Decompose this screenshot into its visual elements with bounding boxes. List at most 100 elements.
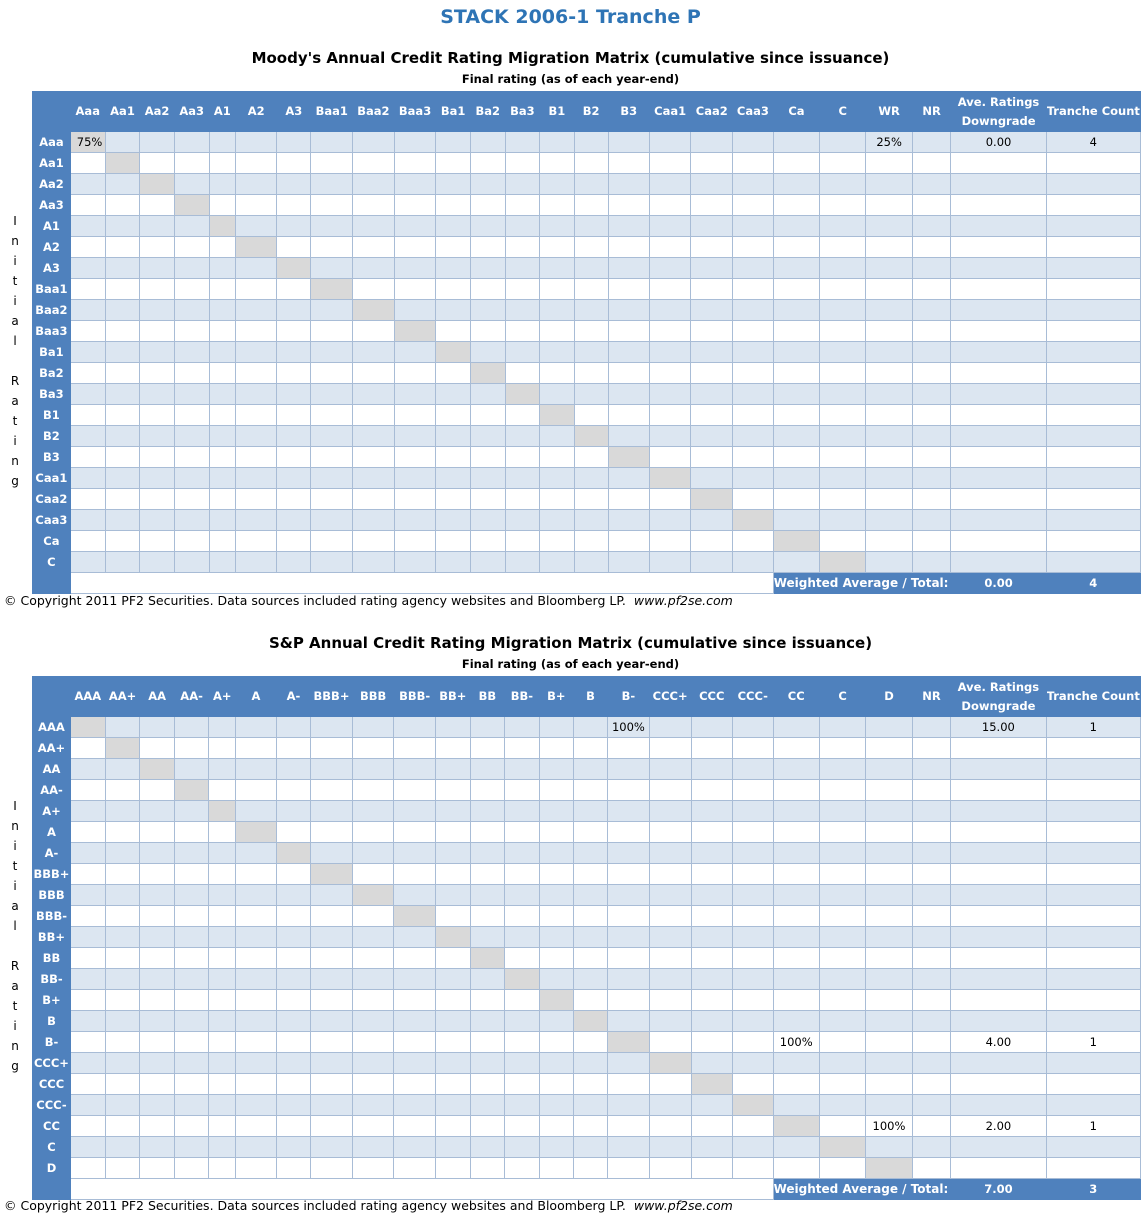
ave-downgrade-cell: [950, 446, 1047, 468]
diagonal-cell: [865, 1157, 913, 1179]
migration-cell: [607, 842, 650, 864]
matrix-row: BBB-: [32, 905, 1141, 927]
migration-cell: [731, 926, 774, 948]
migration-cell: [173, 299, 210, 321]
ave-downgrade-cell: [950, 758, 1047, 780]
tranche-count-cell: 4: [1045, 131, 1141, 153]
migration-cell: [173, 1052, 210, 1074]
row-rating-label: Baa2: [32, 299, 71, 321]
column-header: A2: [235, 91, 278, 132]
migration-cell: [69, 758, 106, 780]
migration-cell: [538, 1052, 575, 1074]
migration-cell: [818, 926, 867, 948]
migration-cell: [434, 716, 471, 738]
column-header: A3: [276, 91, 312, 132]
migration-cell: [276, 215, 312, 237]
migration-cell: [352, 236, 395, 258]
row-rating-label: AAA: [32, 716, 71, 738]
migration-cell: [607, 257, 650, 279]
migration-cell: [208, 926, 237, 948]
matrix-row: B: [32, 1010, 1141, 1032]
migration-cell: [393, 1073, 436, 1095]
migration-cell: [208, 905, 237, 927]
migration-cell: [731, 842, 774, 864]
migration-cell: [504, 404, 541, 426]
row-rating-label: CCC: [32, 1073, 71, 1095]
migration-cell: [173, 320, 210, 342]
migration-cell: [573, 1136, 609, 1158]
migration-cell: [139, 842, 175, 864]
ave-downgrade-cell: [950, 215, 1047, 237]
matrix-row: Caa2: [32, 488, 1141, 510]
migration-cell: [818, 1073, 867, 1095]
migration-cell: [648, 1136, 692, 1158]
migration-cell: [208, 1031, 237, 1053]
column-header: BBB+: [310, 676, 353, 717]
migration-cell: [173, 404, 210, 426]
migration-cell: [69, 821, 106, 843]
migration-cell: [911, 800, 952, 822]
tranche-count-cell: [1045, 341, 1141, 363]
migration-cell: [607, 821, 650, 843]
migration-cell: [504, 800, 540, 822]
migration-cell: [104, 257, 141, 279]
migration-cell: [208, 467, 237, 489]
migration-cell: [393, 947, 436, 969]
migration-cell: [434, 737, 471, 759]
migration-cell: [648, 215, 692, 237]
matrix-row: B- 100% 4.00 1: [32, 1031, 1141, 1053]
migration-cell: [235, 299, 278, 321]
migration-cell: [310, 173, 354, 195]
migration-cell: [818, 989, 867, 1011]
column-header: BB-: [504, 676, 540, 717]
diagonal-cell: [690, 1073, 733, 1095]
migration-cell: [104, 425, 141, 447]
migration-cell: [469, 905, 506, 927]
migration-cell: [139, 968, 175, 990]
axis-label-char: i: [13, 879, 17, 893]
migration-cell: [772, 842, 820, 864]
column-header: AA-: [173, 676, 210, 717]
migration-cell: [173, 716, 210, 738]
migration-cell: [276, 173, 312, 195]
column-header: C: [819, 91, 867, 132]
migration-cell: [469, 1073, 506, 1095]
migration-cell: [573, 1052, 609, 1074]
ave-downgrade-cell: 4.00: [950, 1031, 1047, 1053]
matrix-footer-corner: [32, 572, 71, 594]
migration-cell: [469, 320, 506, 342]
ave-downgrade-cell: [950, 383, 1047, 405]
migration-cell: [69, 551, 106, 573]
migration-cell: [139, 737, 175, 759]
migration-cell: [538, 1094, 575, 1116]
migration-cell: [469, 425, 506, 447]
migration-cell: [352, 194, 395, 216]
migration-cell: [69, 299, 106, 321]
row-rating-label: A+: [32, 800, 71, 822]
migration-cell: [607, 362, 650, 384]
migration-cell: [435, 236, 471, 258]
migration-cell: [648, 821, 692, 843]
row-rating-label: BB+: [32, 926, 71, 948]
migration-cell: [573, 320, 609, 342]
migration-cell: [139, 509, 175, 531]
migration-cell: [690, 152, 734, 174]
migration-cell: 100%: [607, 716, 650, 738]
migration-cell: [772, 905, 820, 927]
migration-cell: [772, 1094, 820, 1116]
migration-cell: [173, 1115, 210, 1137]
column-header: AA: [139, 676, 175, 717]
migration-cell: [275, 758, 312, 780]
tranche-count-cell: [1045, 737, 1141, 759]
migration-cell: [865, 404, 913, 426]
diagonal-cell: [731, 1094, 774, 1116]
tranche-count-cell: [1045, 236, 1141, 258]
migration-cell: [819, 299, 867, 321]
migration-cell: [573, 905, 609, 927]
migration-cell: [648, 551, 692, 573]
migration-cell: [435, 467, 471, 489]
migration-cell: [310, 131, 354, 153]
migration-cell: [139, 926, 175, 948]
migration-cell: [139, 1136, 175, 1158]
weighted-average-label: Weighted Average / Total:: [772, 1178, 952, 1200]
